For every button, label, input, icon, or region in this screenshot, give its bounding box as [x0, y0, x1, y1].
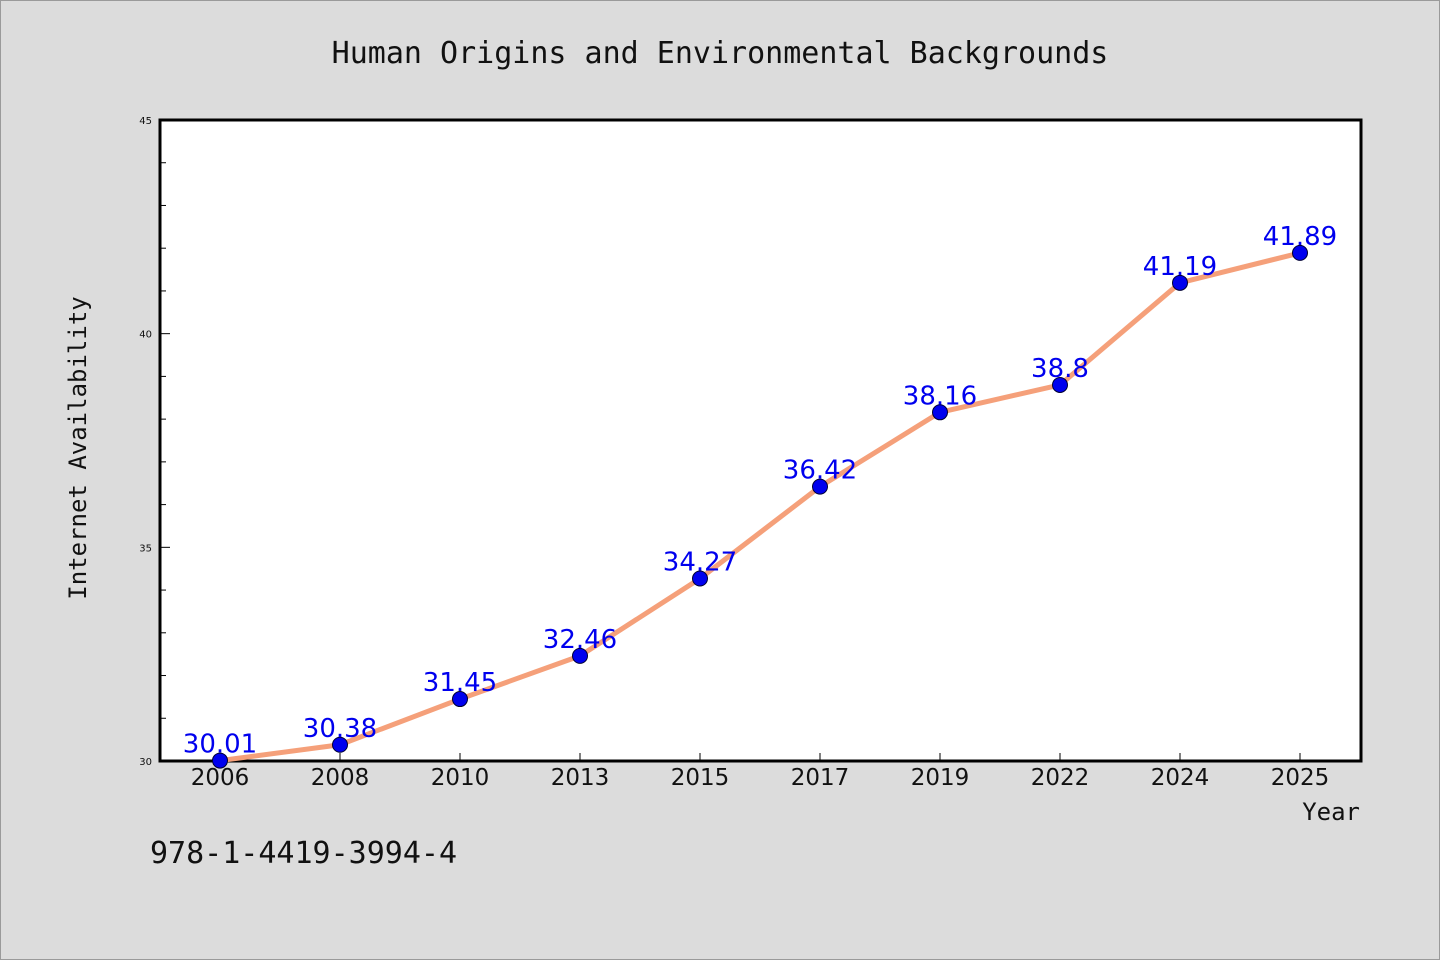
y-axis: 30 35 40 45: [139, 116, 170, 768]
data-point: [812, 478, 828, 495]
x-tick-label: 2017: [791, 765, 850, 791]
plot-area: [158, 118, 1363, 763]
x-tick-label: 2022: [1031, 765, 1090, 791]
x-tick-label: 2024: [1151, 765, 1210, 791]
data-point: [332, 736, 348, 753]
x-tick-label: 2006: [191, 765, 250, 791]
data-label: 34.27: [663, 548, 737, 578]
x-tick-label: 2013: [551, 765, 610, 791]
data-point: [1052, 376, 1068, 393]
x-tick-label: 2010: [431, 765, 490, 791]
data-point: [572, 647, 588, 664]
data-point: [932, 404, 948, 421]
footer-isbn: 978-1-4419-3994-4: [150, 836, 457, 871]
data-label: 32.46: [543, 625, 617, 655]
data-label: 30.01: [183, 730, 257, 760]
data-point: [1292, 244, 1308, 261]
data-point: [692, 570, 708, 587]
data-label: 31.45: [423, 668, 497, 698]
y-tick-label: 35: [139, 543, 152, 554]
y-tick-label: 30: [139, 757, 152, 768]
data-label: 41.89: [1263, 222, 1337, 252]
x-tick-label: 2019: [911, 765, 970, 791]
data-label: 41.19: [1143, 252, 1217, 282]
data-label: 30.38: [303, 714, 377, 744]
data-label: 36.42: [783, 456, 857, 486]
data-label: 38.8: [1031, 354, 1089, 384]
series-group: 30.01 30.38 31.45 32.46 34.27 36.42 38.16 38.8 4…: [183, 222, 1337, 769]
x-tick-label: 2025: [1271, 765, 1330, 791]
x-tick-label: 2008: [311, 765, 370, 791]
y-tick-label: 40: [139, 330, 152, 341]
data-label: 38.16: [903, 381, 977, 411]
data-point: [212, 752, 228, 769]
chart-title: Human Origins and Environmental Backgrou…: [332, 36, 1109, 71]
x-tick-label: 2015: [671, 765, 730, 791]
y-tick-label: 45: [139, 116, 152, 127]
x-axis-label: Year: [1302, 798, 1360, 826]
series-line: [217, 250, 1303, 764]
data-point: [1172, 274, 1188, 291]
data-point: [452, 691, 468, 708]
y-axis-label: Internet Availability: [64, 296, 92, 599]
x-axis: 2006 2008 2010 2013 2015 2017 2019 2022 2024 2025: [191, 753, 1330, 791]
